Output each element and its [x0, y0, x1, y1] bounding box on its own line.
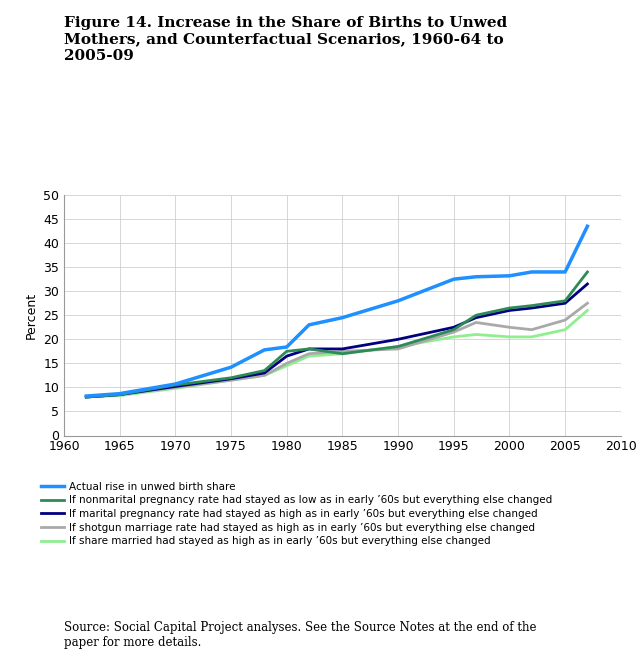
Text: Source: Social Capital Project analyses. See the Source Notes at the end of the
: Source: Social Capital Project analyses.… — [64, 621, 536, 649]
Legend: Actual rise in unwed birth share, If nonmarital pregnancy rate had stayed as low: Actual rise in unwed birth share, If non… — [42, 482, 553, 546]
Y-axis label: Percent: Percent — [24, 292, 38, 339]
Text: Figure 14. Increase in the Share of Births to Unwed
Mothers, and Counterfactual : Figure 14. Increase in the Share of Birt… — [64, 16, 508, 62]
